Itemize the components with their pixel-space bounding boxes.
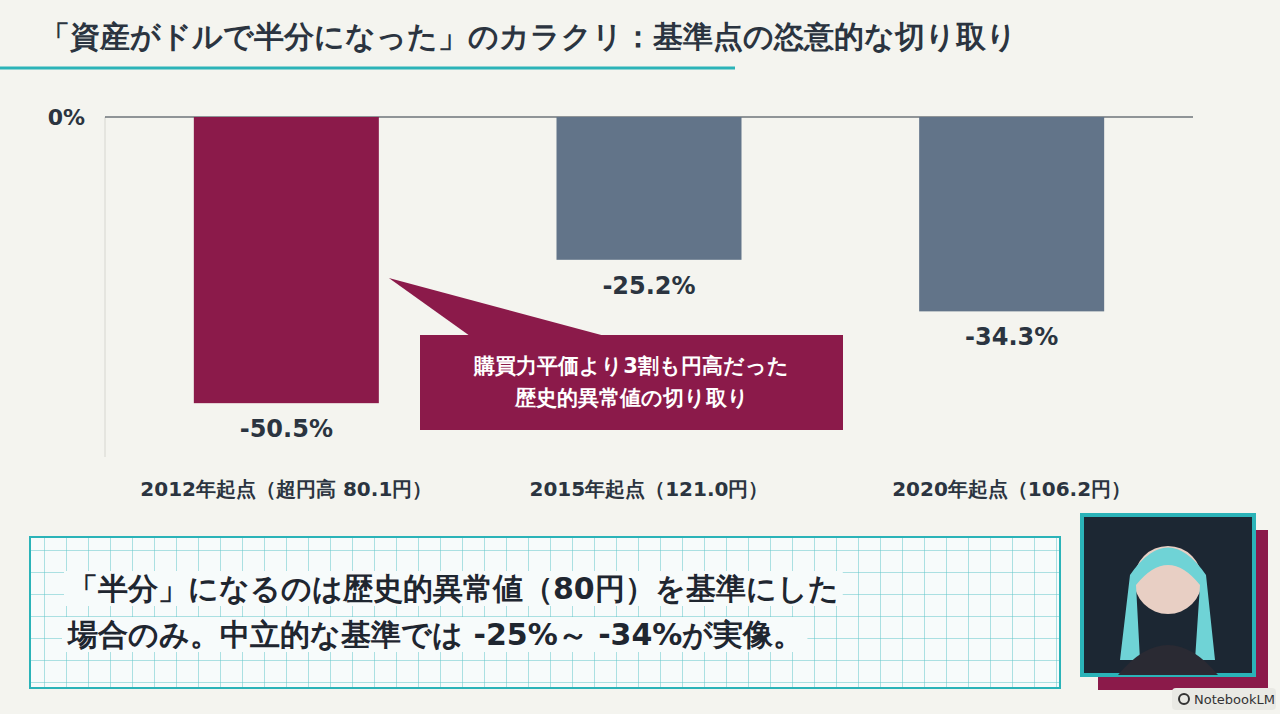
data-label: -34.3% [965,323,1058,351]
y-tick-label: 0% [48,105,85,130]
badge-bg [1172,688,1276,710]
root: 「資産がドルで半分になった」のカラクリ：基準点の恣意的な切り取り 0% -50.5%… [0,0,1280,714]
summary-text: 場合のみ。中立的な基準では -25%～ -34%が実像。 [66,617,803,652]
callout-pointer [389,278,605,336]
avatar-hair [1120,548,1215,661]
summary-text: 「半分」になるのは歴史的異常値（80円）を基準にした [68,571,839,606]
bar [919,117,1104,311]
data-label: -25.2% [602,272,695,300]
summary-box [30,537,1060,688]
avatar-body [1118,645,1218,675]
callout-box [420,335,843,430]
callout-text: 歴史的異常値の切り取り [514,386,749,410]
badge-text: NotebookLM [1194,692,1275,707]
bar [194,117,379,403]
avatar-frame [1082,515,1254,675]
callout-text: 購買力平価より3割も円高だった [473,354,789,378]
x-tick-label: 2012年起点（超円高 80.1円） [140,477,432,501]
x-tick-label: 2020年起点（106.2円） [892,477,1131,501]
title: 「資産がドルで半分になった」のカラクリ：基準点の恣意的な切り取り [40,19,1017,54]
background [0,0,1280,714]
y-axis-line [105,117,106,457]
summary-text-bg [64,571,843,606]
title-underline [0,67,735,70]
data-label: -50.5% [240,415,333,443]
x-tick-label: 2015年起点（121.0円） [530,477,769,501]
summary-text-bg [62,617,807,652]
bar [557,117,742,260]
chart: 「資産がドルで半分になった」のカラクリ：基準点の恣意的な切り取り 0% -50.5%… [0,0,1280,714]
bars [194,117,1104,403]
badge-icon [1179,694,1189,704]
